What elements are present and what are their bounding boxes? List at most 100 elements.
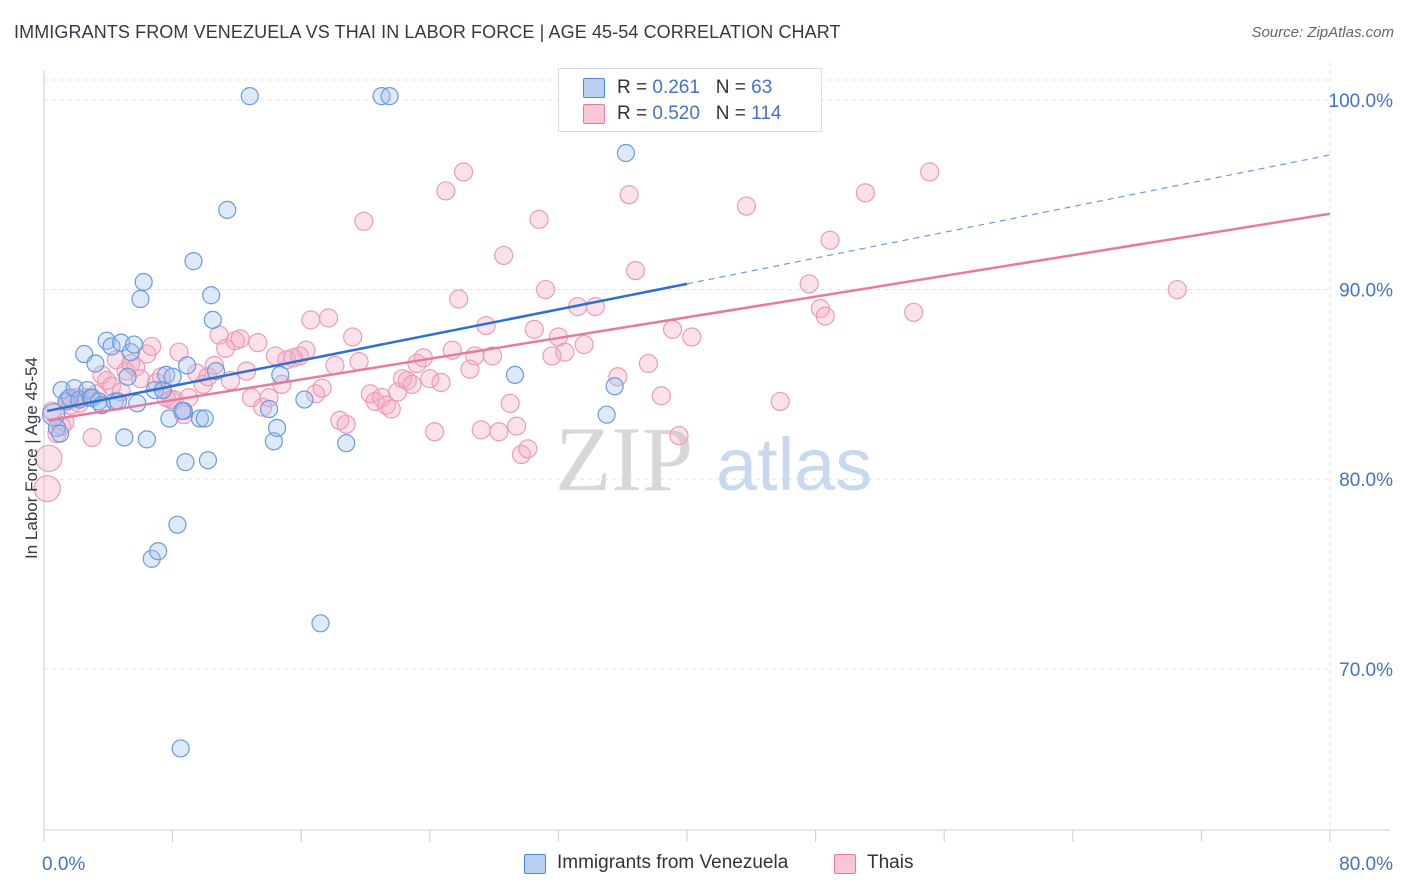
legend-r-value: 0.520: [652, 103, 700, 124]
trend-lines: [46, 154, 1331, 422]
venezuela-point: [176, 453, 195, 472]
thai-point: [489, 422, 509, 442]
thai-point: [555, 342, 575, 362]
thai-point: [651, 386, 671, 406]
venezuela-point: [177, 356, 197, 375]
x-tick-label: 0.0%: [42, 854, 85, 875]
venezuela-point: [597, 405, 616, 424]
thai-point: [325, 355, 345, 376]
thai-point: [204, 355, 224, 376]
venezuela-point: [267, 418, 287, 438]
x-tick-label: 80.0%: [1339, 854, 1393, 875]
thai-point: [230, 329, 250, 349]
thai-point: [301, 310, 321, 330]
legend-swatch-thai: [583, 104, 605, 124]
thai-point: [920, 162, 940, 182]
series-label-thai: Thais: [867, 852, 914, 873]
thai-point: [542, 346, 562, 366]
venezuela-point: [168, 515, 187, 534]
venezuela-point: [311, 614, 330, 633]
venezuela-point: [171, 739, 190, 758]
thai-point: [507, 416, 527, 436]
thai-point: [770, 391, 790, 412]
thai-point: [318, 308, 339, 328]
y-tick-label: 70.0%: [1339, 660, 1393, 681]
thai-point: [574, 334, 594, 355]
venezuela-point: [259, 399, 279, 419]
thai-point: [216, 338, 236, 358]
watermark-atlas: atlas: [716, 423, 872, 506]
legend-n-label: N =: [715, 103, 746, 124]
legend-r-label: R =: [617, 103, 648, 124]
thai-point: [482, 346, 503, 366]
thai-point: [82, 427, 102, 448]
venezuela-point: [131, 289, 150, 309]
thai-point: [619, 185, 639, 205]
venezuela-point: [142, 549, 161, 568]
venezuela-point: [118, 367, 137, 386]
thai-trend-line: [47, 212, 1331, 422]
venezuela-point: [102, 337, 121, 356]
venezuela-point: [616, 143, 636, 163]
thai-point: [500, 393, 520, 413]
thai-point: [381, 399, 401, 419]
y-tick-label: 80.0%: [1339, 470, 1393, 491]
thai-point: [494, 245, 514, 266]
series-label-venezuela: Immigrants from Venezuela: [557, 852, 789, 873]
legend-n-value: 114: [751, 103, 782, 124]
thai-point: [402, 374, 422, 394]
thai-point: [682, 327, 702, 347]
venezuela-trend-line: [46, 282, 688, 413]
venezuela-point: [184, 252, 203, 271]
thai-point: [736, 196, 757, 216]
venezuela-point: [198, 451, 218, 470]
legend-n-value: 63: [751, 77, 773, 98]
venezuela-point: [134, 272, 153, 292]
chart-title: IMMIGRANTS FROM VENEZUELA VS THAI IN LAB…: [14, 22, 841, 42]
thai-point: [431, 372, 451, 393]
correlation-legend: R = 0.261 N = 63 R = 0.520 N = 114: [558, 68, 822, 132]
thai-point: [169, 342, 189, 362]
venezuela-point: [190, 409, 210, 428]
thai-point: [471, 420, 491, 440]
thai-point: [815, 306, 835, 326]
venezuela-point: [337, 434, 356, 453]
venezuela-point: [202, 286, 221, 305]
watermark-zip: ZIP: [555, 408, 693, 510]
legend-r-label: R =: [617, 77, 648, 98]
y-tick-label: 90.0%: [1339, 281, 1393, 302]
thai-point: [820, 230, 840, 250]
thai-point: [33, 475, 61, 503]
thai-point: [420, 369, 440, 389]
thai-point: [354, 211, 374, 231]
thai-point: [518, 439, 538, 459]
thai-point: [449, 289, 469, 309]
series-swatch-thai: [834, 854, 856, 874]
legend-swatch-venezuela: [583, 78, 605, 98]
venezuela-point: [124, 335, 144, 354]
y-tick-label: 100.0%: [1329, 91, 1394, 112]
thai-point: [855, 183, 876, 203]
thai-point: [799, 274, 819, 294]
venezuela-point: [605, 377, 624, 396]
venezuela-point: [128, 394, 147, 413]
thai-point: [296, 340, 316, 360]
venezuela-point: [505, 365, 525, 384]
venezuela-point: [97, 331, 116, 350]
watermark: ZIP atlas: [555, 408, 872, 510]
thai-point: [253, 397, 273, 417]
venezuela-point: [240, 87, 259, 106]
thai-point: [336, 414, 356, 434]
venezuela-point: [380, 87, 399, 106]
legend-r-value: 0.261: [652, 77, 700, 98]
thai-point: [904, 302, 924, 322]
thai-point: [425, 422, 445, 442]
venezuela-point: [218, 200, 237, 220]
thai-point: [625, 260, 646, 281]
venezuela-point: [195, 409, 214, 428]
venezuela-point: [50, 424, 70, 443]
thai-points: [33, 90, 1187, 503]
thai-point: [35, 444, 63, 472]
venezuela-point: [157, 365, 176, 384]
